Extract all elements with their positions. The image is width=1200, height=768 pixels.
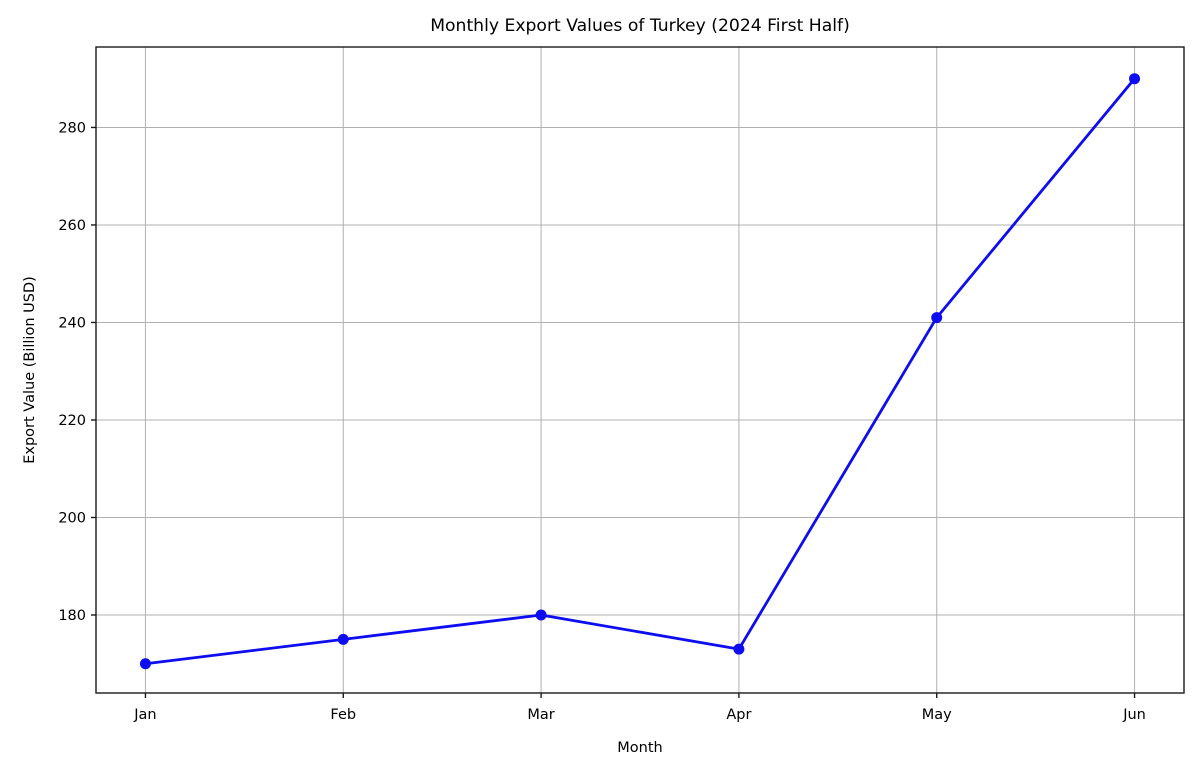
y-tick-label: 220 xyxy=(58,413,86,429)
data-point-apr xyxy=(733,643,745,655)
y-tick-label: 280 xyxy=(58,120,86,136)
y-tick-label: 260 xyxy=(58,218,86,234)
data-series xyxy=(139,73,1141,670)
data-point-feb xyxy=(337,633,349,645)
data-point-jun xyxy=(1129,73,1141,85)
plot-border xyxy=(95,46,1185,694)
axes-spines xyxy=(95,46,1185,694)
x-tick-label-feb: Feb xyxy=(330,707,356,723)
data-point-may xyxy=(931,312,943,324)
data-point-mar xyxy=(535,609,547,621)
y-tick-label: 200 xyxy=(58,510,86,526)
x-tick-label-jun: Jun xyxy=(1122,707,1146,723)
grid-lines xyxy=(96,47,1184,693)
x-axis-label: Month xyxy=(617,740,662,756)
y-axis-label: Export Value (Billion USD) xyxy=(22,276,38,464)
data-point-jan xyxy=(139,658,151,670)
x-tick-label-may: May xyxy=(922,707,952,723)
y-tick-label: 180 xyxy=(58,608,86,624)
x-tick-label-jan: Jan xyxy=(133,707,156,723)
x-tick-label-mar: Mar xyxy=(527,707,554,723)
export-value-line xyxy=(144,77,1136,666)
axis-ticks: 180 200 220 240 260 280 Jan Feb Mar Apr May Jun xyxy=(58,120,1146,723)
x-tick-label-apr: Apr xyxy=(726,707,751,723)
y-tick-label: 240 xyxy=(58,315,86,331)
chart-title: Monthly Export Values of Turkey (2024 Fi… xyxy=(430,16,850,36)
